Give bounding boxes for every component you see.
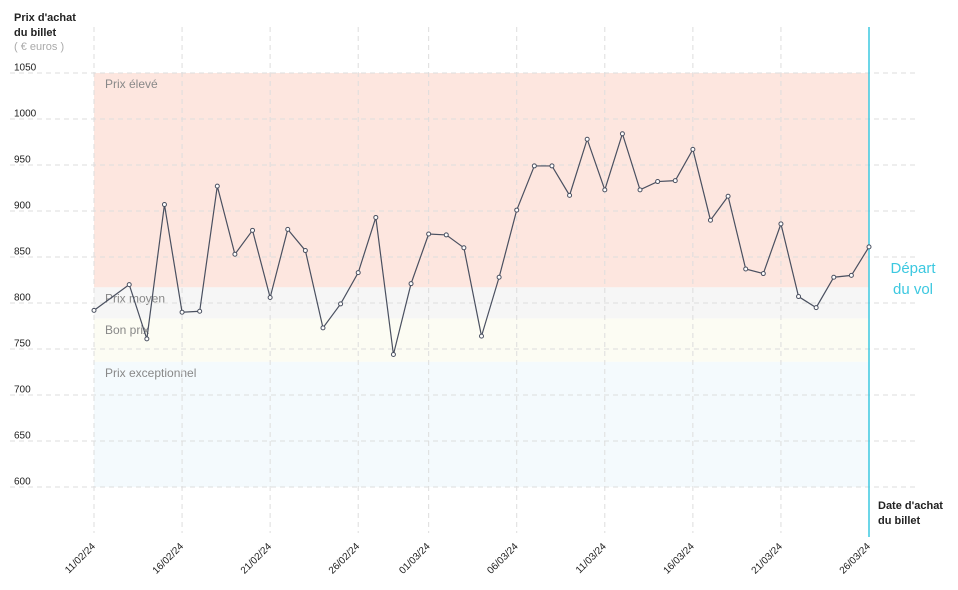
price-point xyxy=(267,294,273,300)
price-point xyxy=(655,179,661,185)
price-point xyxy=(778,221,784,227)
x-tick-label: 06/03/24 xyxy=(485,541,521,577)
x-tick-label: 11/02/24 xyxy=(63,541,98,576)
y-tick-label: 750 xyxy=(14,339,31,350)
y-tick-label: 1050 xyxy=(14,63,37,74)
price-point xyxy=(549,163,555,169)
band-label: Prix moyen xyxy=(105,292,165,306)
y-tick-label: 700 xyxy=(14,385,31,396)
price-point xyxy=(373,214,379,220)
price-point xyxy=(302,248,308,254)
price-point xyxy=(531,163,537,169)
band-label: Prix élevé xyxy=(105,77,158,91)
y-tick-label: 600 xyxy=(14,477,31,488)
x-tick-label: 16/03/24 xyxy=(662,541,698,577)
y-tick-label: 650 xyxy=(14,431,31,442)
price-point xyxy=(443,232,449,238)
price-point xyxy=(496,274,502,280)
price-point xyxy=(214,183,220,189)
x-tick-label: 21/02/24 xyxy=(239,541,275,577)
y-tick-label: 850 xyxy=(14,247,31,258)
band-label: Prix exceptionnel xyxy=(105,366,196,380)
y-title: du billet xyxy=(14,27,57,39)
price-point xyxy=(584,136,590,142)
price-point xyxy=(285,226,291,232)
price-point xyxy=(250,227,256,233)
price-point xyxy=(461,245,467,251)
price-point xyxy=(619,131,625,137)
price-point xyxy=(831,274,837,280)
price-point xyxy=(707,217,713,223)
price-point xyxy=(179,309,185,315)
price-point xyxy=(866,244,872,250)
price-point xyxy=(390,352,396,358)
price-point xyxy=(232,251,238,257)
y-tick-label: 900 xyxy=(14,201,31,212)
price-point xyxy=(743,266,749,272)
price-point xyxy=(672,178,678,184)
x-title: du billet xyxy=(878,515,921,527)
price-point xyxy=(567,192,573,198)
price-point xyxy=(144,336,150,342)
price-point xyxy=(426,231,432,237)
y-tick-label: 950 xyxy=(14,155,31,166)
price-point xyxy=(690,146,696,152)
price-point xyxy=(338,301,344,307)
price-point xyxy=(197,308,203,314)
price-band xyxy=(94,318,869,362)
x-tick-label: 26/02/24 xyxy=(327,541,363,577)
price-point xyxy=(355,270,361,276)
price-band xyxy=(94,361,869,487)
band-label: Bon prix xyxy=(105,323,149,337)
x-tick-label: 01/03/24 xyxy=(397,541,433,577)
price-point xyxy=(320,325,326,331)
y-tick-label: 800 xyxy=(14,293,31,304)
price-line xyxy=(93,131,870,355)
y-unit: ( € euros ) xyxy=(14,41,64,53)
price-point xyxy=(602,187,608,193)
price-point xyxy=(796,294,802,300)
x-tick-label: 11/03/24 xyxy=(574,541,609,576)
price-point xyxy=(760,271,766,277)
x-title: Date d'achat xyxy=(878,500,943,512)
price-point xyxy=(408,281,414,287)
price-point xyxy=(91,307,97,313)
y-tick-label: 1000 xyxy=(14,109,37,120)
price-point xyxy=(126,282,132,288)
departure-label: Départ xyxy=(890,260,936,277)
x-tick-label: 26/03/24 xyxy=(838,541,874,577)
price-band xyxy=(94,73,869,288)
price-point xyxy=(813,305,819,311)
price-point xyxy=(848,272,854,278)
y-title: Prix d'achat xyxy=(14,12,76,24)
price-point xyxy=(161,202,167,208)
price-point xyxy=(725,193,731,199)
x-tick-label: 16/02/24 xyxy=(151,541,187,577)
price-point xyxy=(514,207,520,213)
x-tick-label: 21/03/24 xyxy=(750,541,786,577)
departure-label: du vol xyxy=(893,281,933,298)
price-point xyxy=(637,187,643,193)
price-point xyxy=(479,333,484,339)
